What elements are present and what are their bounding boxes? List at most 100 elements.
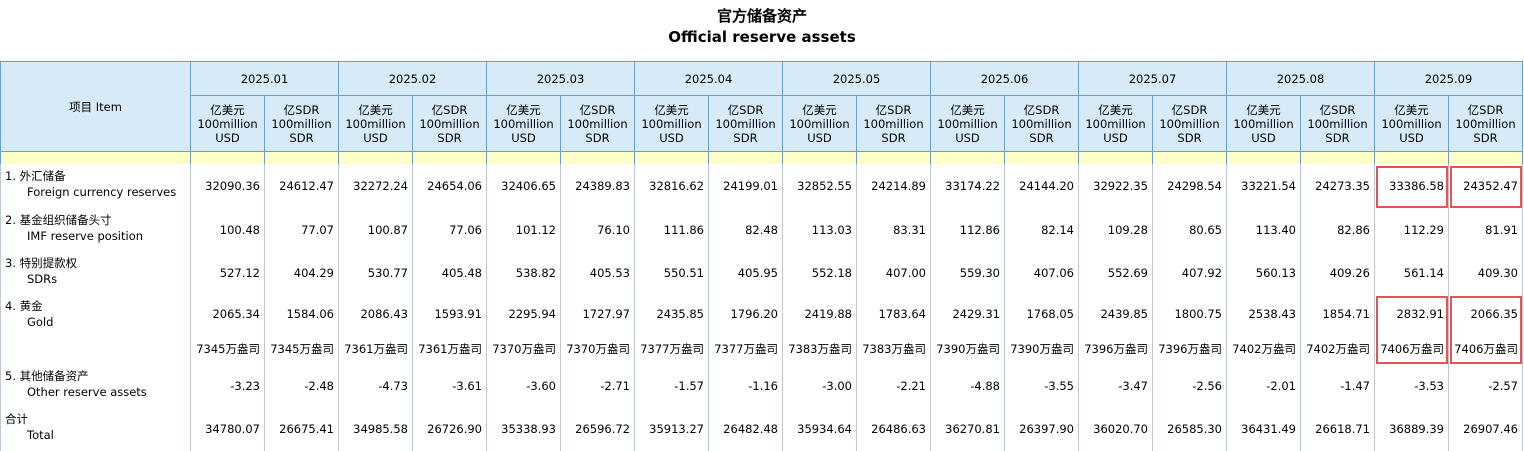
value-cell: 24214.89 <box>857 164 931 208</box>
month-header: 2025.07 <box>1079 62 1227 96</box>
value-cell: 82.14 <box>1005 208 1079 251</box>
month-header: 2025.09 <box>1375 62 1523 96</box>
value-cell: 2086.43 <box>339 294 413 334</box>
value-cell: -3.60 <box>487 364 561 407</box>
value-cell: 2435.85 <box>635 294 709 334</box>
row-en: Gold <box>5 314 186 330</box>
row-label-cn: 合计 <box>5 412 28 426</box>
highlight-box <box>1450 166 1522 208</box>
unit-en1: 100million <box>1083 117 1148 131</box>
value-cell: 34780.07 <box>191 407 265 451</box>
value-cell: -3.00 <box>783 364 857 407</box>
value-cell: 1783.64 <box>857 294 931 334</box>
ounces-cell: 7396万盎司 <box>1079 334 1153 364</box>
value-cell: -4.88 <box>931 364 1005 407</box>
value-cell: 26486.63 <box>857 407 931 451</box>
ounces-cell: 7361万盎司 <box>413 334 487 364</box>
row-label-cn: 5. 其他储备资产 <box>5 369 89 383</box>
unit-cn: 亿美元 <box>195 103 260 117</box>
spacer-cell <box>1375 152 1449 165</box>
value-cell: 405.53 <box>561 251 635 294</box>
value-cell: 561.14 <box>1375 251 1449 294</box>
unit-cn: 亿SDR <box>269 103 334 117</box>
unit-cn: 亿SDR <box>1157 103 1222 117</box>
value-cell: 36431.49 <box>1227 407 1301 451</box>
value-cell: 538.82 <box>487 251 561 294</box>
ounces-cell: 7377万盎司 <box>635 334 709 364</box>
value-cell: 26726.90 <box>413 407 487 451</box>
value-cell: 26482.48 <box>709 407 783 451</box>
unit-cn: 亿美元 <box>1083 103 1148 117</box>
ounces-cell: 7383万盎司 <box>783 334 857 364</box>
unit-en2: SDR <box>1305 131 1370 145</box>
unit-cn: 亿SDR <box>417 103 482 117</box>
value-cell: 100.87 <box>339 208 413 251</box>
value-cell: 1593.91 <box>413 294 487 334</box>
unit-en1: 100million <box>1157 117 1222 131</box>
row-label-cn: 3. 特别提款权 <box>5 256 77 270</box>
unit-en1: 100million <box>343 117 408 131</box>
ounces-cell: 7390万盎司 <box>1005 334 1079 364</box>
value-cell: 112.29 <box>1375 208 1449 251</box>
month-header: 2025.05 <box>783 62 931 96</box>
value-cell: 1727.97 <box>561 294 635 334</box>
unit-en2: USD <box>1083 131 1148 145</box>
spacer-cell <box>561 152 635 165</box>
value-cell: 76.10 <box>561 208 635 251</box>
value-cell: 32272.24 <box>339 164 413 208</box>
spacer-cell <box>1 152 191 165</box>
value-cell: 83.31 <box>857 208 931 251</box>
value-cell: 405.95 <box>709 251 783 294</box>
ounces-cell: 7345万盎司 <box>191 334 265 364</box>
spacer-cell <box>1301 152 1375 165</box>
value-cell: 32090.36 <box>191 164 265 208</box>
row-en: IMF reserve position <box>5 228 186 244</box>
value-cell: -3.47 <box>1079 364 1153 407</box>
value-cell: 36889.39 <box>1375 407 1449 451</box>
value-cell: 560.13 <box>1227 251 1301 294</box>
unit-en2: USD <box>935 131 1000 145</box>
ounces-cell: 7390万盎司 <box>931 334 1005 364</box>
value-cell: 1584.06 <box>265 294 339 334</box>
value-cell: 111.86 <box>635 208 709 251</box>
unit-en1: 100million <box>1231 117 1296 131</box>
value-cell: 407.92 <box>1153 251 1227 294</box>
ounces-cell: 7345万盎司 <box>265 334 339 364</box>
value-cell: -2.71 <box>561 364 635 407</box>
unit-en2: SDR <box>713 131 778 145</box>
row-en: SDRs <box>5 271 186 287</box>
row-cn: 特别提款权 <box>20 256 78 270</box>
title-cn: 官方储备资产 <box>0 6 1524 27</box>
ounces-cell: 7396万盎司 <box>1153 334 1227 364</box>
unit-cn: 亿SDR <box>1305 103 1370 117</box>
spacer-cell <box>191 152 265 165</box>
value-cell: 24389.83 <box>561 164 635 208</box>
unit-en2: USD <box>343 131 408 145</box>
value-cell: 1854.71 <box>1301 294 1375 334</box>
row-cn: 合计 <box>5 412 28 426</box>
unit-en1: 100million <box>639 117 704 131</box>
highlight-box <box>1376 296 1448 364</box>
spacer-cell <box>1449 152 1523 165</box>
spacer-cell <box>413 152 487 165</box>
month-header: 2025.03 <box>487 62 635 96</box>
row-number: 2. <box>5 213 16 227</box>
value-cell: 34985.58 <box>339 407 413 451</box>
unit-en2: SDR <box>1453 131 1518 145</box>
value-cell: 2065.34 <box>191 294 265 334</box>
